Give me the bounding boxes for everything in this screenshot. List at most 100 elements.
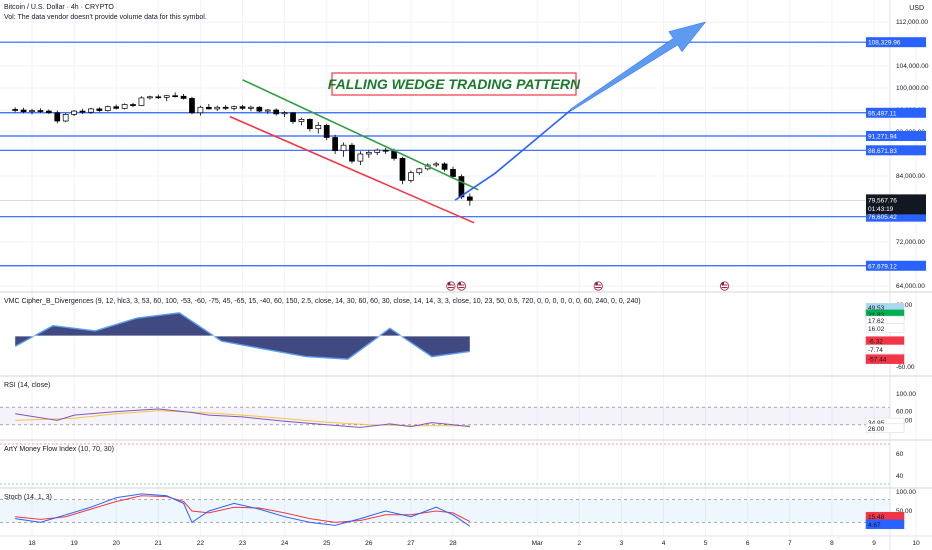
indicator-panes[interactable] [0,312,890,527]
candle-body [441,163,448,170]
candle-body [349,144,355,162]
currency-label: USD [909,5,924,12]
candle-body [45,110,52,114]
level-price-tag [866,37,926,48]
pane-separators [0,291,932,489]
pattern-title-border [331,72,577,96]
price-axis[interactable]: 112,000.00104,000.00100,000.0096,000.009… [865,0,929,550]
stoch-indicator-title[interactable]: Stoch (14, 1, 3) [4,494,52,501]
candle-body [290,112,296,122]
time-tick-label: 22 [197,540,205,547]
vmc-tag-label: 17.62 [868,318,885,325]
time-axis[interactable]: 18 19 20 21 22 23 24 25 26 27 28 Mar 2 3 4 5 6 7 8 9 10 [0,535,932,547]
price-tick-label: 84,000.00 [896,173,925,180]
time-tick-label: 8 [830,540,834,547]
level-price-tag [866,107,926,118]
candle-body [365,152,372,155]
us-flag-icon[interactable] [593,281,603,291]
time-tick-label: 3 [620,540,624,547]
us-flag-icon-canton [458,282,461,285]
candle-body [54,112,61,122]
pattern-title-text: FALLING WEDGE TRADING PATTERN [328,76,581,92]
rsi-band [0,407,890,425]
candle-body [298,118,305,122]
time-tick-label: Mar [532,540,544,547]
candle-body [450,169,456,177]
candle-body [382,149,389,152]
candle-body [88,108,94,113]
us-flag-icon-canton [721,282,725,285]
volume-note: Vol: The data vendor doesn't provide vol… [4,14,207,21]
stoch-tag-label: 15.48 [868,514,885,521]
candle-body [205,106,212,110]
time-tick-label: 21 [155,540,163,547]
candle-body [197,106,204,114]
time-tick-label: 9 [872,540,876,547]
mfi-tick-label: 40 [896,473,904,480]
us-flag-icon-canton [595,282,598,285]
wedge-lower-trendline[interactable] [229,115,475,224]
breakout-projection-line[interactable] [454,109,572,201]
rsi-indicator-title[interactable]: RSI (14, close) [4,382,51,389]
vmc-tag-label: 16.02 [868,326,885,333]
vmc-tag-label: 49.53 [868,305,885,312]
time-tick-label: 28 [449,540,457,547]
level-price-tag [866,145,926,156]
candle-body [374,149,381,153]
level-price-label: 95,497.11 [868,110,897,117]
level-price-label: 108,329.96 [868,40,901,47]
vmc-indicator-title[interactable]: VMC Cipher_B_Divergences (9, 12, hlc3, 3… [4,298,641,305]
candle-body [256,106,263,112]
rsi-tag [865,423,905,434]
vmc-tag-label: -6.32 [868,339,883,346]
event-icon[interactable] [446,281,456,291]
candle-body [62,114,69,122]
stoch-tick-label: 100.00 [896,489,916,496]
vmc-tag [865,344,905,355]
candle-body [79,110,86,113]
candle-body [172,95,178,98]
time-tick-label: 10 [912,540,920,547]
time-tick-label: 27 [407,540,415,547]
vmc-tag-label: 21.83 [868,312,885,319]
stoch-k-line [15,493,471,527]
stoch-tag-label: 4.67 [868,522,881,529]
target-arrow[interactable] [569,21,707,112]
candle-body [180,95,187,99]
rsi-line [15,408,470,428]
price-tick-label: 104,000.00 [896,63,929,70]
wedge-upper-trendline[interactable] [242,79,479,191]
candle-body [357,153,364,162]
level-price-tag [866,211,926,222]
candle-body [248,106,254,109]
symbol-title[interactable]: Bitcoin / U.S. Dollar · 4h · CRYPTO [4,4,114,11]
us-flag-icon[interactable] [719,281,730,291]
candle-body [104,106,111,111]
candle-body [239,106,246,109]
time-tick-label: 7 [788,540,792,547]
mfi-tick-label: 60 [896,451,904,458]
level-price-label: 88,671.83 [868,148,897,155]
candle-body [323,125,330,138]
us-flag-icon[interactable] [456,281,467,291]
vmc-tick-label: 60.00 [896,302,913,309]
candle-body [332,137,338,152]
main-price-pane[interactable] [0,21,890,291]
candle-body [163,95,170,98]
candle-body [340,144,347,152]
candle-body [222,106,229,109]
stoch-tick-label: 50.00 [896,508,913,515]
last-price-label: 79,567.76 [868,197,897,204]
time-tick-label: 19 [70,540,78,547]
candle-body [12,109,19,111]
candle-body [416,168,423,174]
candle-body [307,118,313,130]
pattern-title: FALLING WEDGE TRADING PATTERN [328,72,581,96]
candle-body [71,110,77,115]
time-tick-label: 26 [365,540,373,547]
time-tick-label: 4 [662,540,666,547]
candle-body [273,109,280,115]
candle-body [399,158,406,181]
mfi-indicator-title[interactable]: ArtY Money Flow Index (10, 70, 30) [4,446,114,453]
